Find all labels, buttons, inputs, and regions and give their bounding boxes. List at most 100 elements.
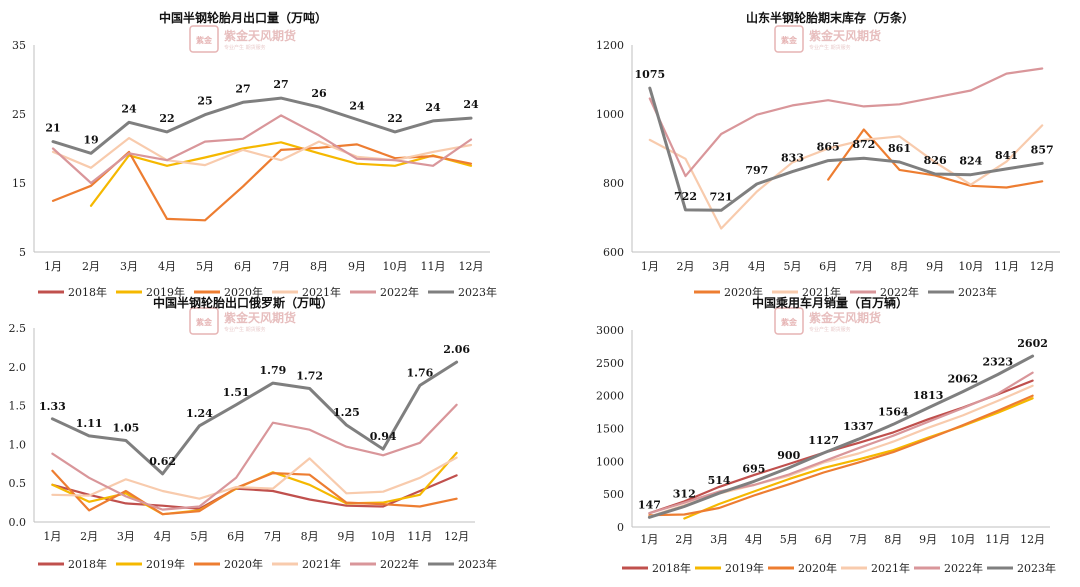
x-tick-label: 3月 — [120, 260, 138, 273]
x-tick-label: 3月 — [712, 260, 730, 273]
x-tick-label: 1月 — [640, 533, 658, 546]
legend-label: 2019年 — [146, 285, 185, 299]
data-label: 27 — [273, 78, 288, 91]
y-tick-label: 1200 — [596, 39, 624, 52]
chart-export-russia: 紫金 紫金天风期货 专业产生 期货服务 中国半钢轮胎出口俄罗斯（万吨） 0.0 0.5 1.… — [0, 290, 540, 587]
watermark-subtext: 专业产生 期货服务 — [809, 326, 851, 333]
data-label: 2602 — [1017, 337, 1048, 350]
legend-item: 2019年 — [116, 557, 185, 571]
series-line-2022年 — [648, 67, 1044, 178]
legend-item: 2023年 — [928, 285, 997, 299]
legend-label: 2020年 — [724, 285, 763, 299]
y-tick-label: 5 — [19, 246, 26, 259]
x-tick-label: 8月 — [884, 533, 902, 546]
x-tick-label: 11月 — [421, 260, 446, 273]
x-tick-label: 6月 — [227, 530, 245, 543]
x-tick-label: 5月 — [780, 533, 798, 546]
data-label: 147 — [638, 498, 661, 511]
x-tick-label: 2月 — [677, 260, 695, 273]
legend-label: 2023年 — [958, 285, 997, 299]
watermark-text: 紫金天风期货 — [809, 28, 881, 43]
legend-label: 2022年 — [880, 285, 919, 299]
legend-item: 2018年 — [622, 561, 691, 575]
chart-title: 中国乘用车月销量（百万辆） — [752, 295, 908, 310]
data-label: 1.11 — [76, 417, 103, 430]
data-label: 861 — [888, 142, 911, 155]
data-label: 19 — [83, 133, 98, 146]
y-tick-label: 2500 — [596, 357, 624, 370]
series-line-2019年 — [89, 141, 473, 207]
watermark-text: 紫金天风期货 — [224, 28, 296, 43]
x-tick-label: 10月 — [950, 533, 975, 546]
data-label: 312 — [673, 488, 696, 501]
x-tick-label: 1月 — [641, 260, 659, 273]
legend-label: 2021年 — [302, 285, 341, 299]
legend-item: 2023年 — [987, 561, 1056, 575]
y-tick-label: 35 — [12, 39, 26, 52]
y-tick-label: 3000 — [596, 324, 624, 337]
data-label: 1813 — [913, 389, 944, 402]
legend-item: 2021年 — [272, 557, 341, 571]
data-label: 25 — [197, 95, 212, 108]
x-tick-label: 7月 — [849, 533, 867, 546]
x-tick-label: 4月 — [154, 530, 172, 543]
y-tick-label: 15 — [12, 177, 26, 190]
legend-item: 2018年 — [38, 557, 107, 571]
x-tick-label: 11月 — [407, 530, 432, 543]
legend-label: 2022年 — [944, 561, 983, 575]
data-label: 1564 — [878, 405, 909, 418]
data-label: 1.76 — [406, 366, 433, 379]
chart-title: 中国半钢轮胎出口俄罗斯（万吨） — [153, 295, 333, 310]
legend-label: 2020年 — [798, 561, 837, 575]
x-tick-label: 12月 — [1020, 533, 1045, 546]
data-label: 1337 — [843, 420, 874, 433]
x-tick-label: 5月 — [784, 260, 802, 273]
legend-label: 2020年 — [224, 557, 263, 571]
data-label: 22 — [159, 112, 174, 125]
series-line-2022年 — [51, 403, 458, 511]
data-label: 24 — [349, 100, 365, 113]
x-tick-label: 8月 — [891, 260, 909, 273]
data-label: 722 — [674, 190, 697, 203]
legend-item: 2020年 — [694, 285, 763, 299]
x-tick-label: 11月 — [994, 260, 1019, 273]
y-tick-label: 0 — [617, 521, 624, 534]
legend-label: 2018年 — [68, 285, 107, 299]
legend-item: 2021年 — [772, 285, 841, 299]
y-tick-label: 500 — [603, 488, 624, 501]
watermark-seal: 紫金 — [196, 317, 213, 327]
data-label: 857 — [1031, 143, 1054, 156]
x-tick-label: 6月 — [815, 533, 833, 546]
x-tick-label: 10月 — [958, 260, 983, 273]
y-tick-label: 1.5 — [9, 400, 27, 413]
series-line-2021年 — [51, 137, 473, 169]
chart-shandong-inventory: 紫金 紫金天风期货 专业产生 期货服务 山东半钢轮胎期末库存（万条） 600 800 100… — [540, 0, 1080, 300]
legend-label: 2020年 — [224, 285, 263, 299]
x-tick-label: 3月 — [710, 533, 728, 546]
x-tick-label: 12月 — [1030, 260, 1055, 273]
data-label: 24 — [121, 102, 137, 115]
legend-item: 2021年 — [272, 285, 341, 299]
legend-item: 2022年 — [850, 285, 919, 299]
chart-title: 中国半钢轮胎月出口量（万吨） — [159, 10, 327, 25]
y-tick-label: 1000 — [596, 455, 624, 468]
chart-title: 山东半钢轮胎期末库存（万条） — [746, 10, 914, 25]
y-tick-label: 2.5 — [9, 322, 27, 335]
data-label: 2.06 — [443, 343, 470, 356]
series-line-2023年 — [50, 360, 459, 476]
y-tick-label: 0.5 — [9, 477, 27, 490]
series-line-2019年 — [683, 397, 1034, 520]
data-label: 833 — [781, 152, 804, 165]
series-line-2021年 — [648, 124, 1044, 230]
series-line-2023年 — [51, 96, 473, 155]
x-tick-label: 2月 — [82, 260, 100, 273]
y-tick-label: 1000 — [596, 108, 624, 121]
x-tick-label: 1月 — [44, 260, 62, 273]
x-tick-label: 9月 — [919, 533, 937, 546]
data-label: 797 — [745, 164, 768, 177]
legend-label: 2019年 — [725, 561, 764, 575]
x-tick-label: 11月 — [985, 533, 1010, 546]
data-label: 721 — [710, 190, 733, 203]
